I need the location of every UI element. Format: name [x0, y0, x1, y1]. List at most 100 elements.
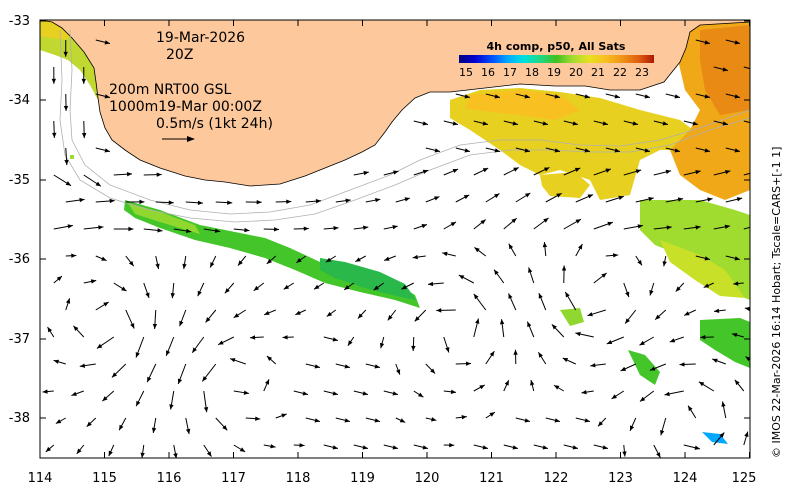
current-arrow-head: [375, 197, 381, 203]
current-arrow-head: [182, 263, 187, 269]
current-arrow-head: [765, 94, 770, 98]
current-arrow-head: [714, 308, 720, 313]
current-arrow-head: [684, 311, 690, 316]
current-arrow-head: [65, 181, 72, 186]
current-arrow-head: [256, 200, 262, 205]
current-arrow-head: [315, 198, 321, 204]
current-arrow-head: [625, 291, 630, 298]
current-arrow-head: [612, 253, 619, 258]
current-arrow-head: [442, 251, 448, 257]
current-arrow-head: [554, 385, 560, 390]
current-arrow-head: [543, 218, 549, 223]
current-arrow-head: [96, 343, 103, 349]
current-arrow-head: [644, 148, 650, 153]
current-arrow-head: [265, 379, 270, 385]
current-arrow-head: [635, 169, 642, 174]
current-arrow-head: [679, 362, 685, 367]
current-arrow-head: [745, 356, 750, 362]
current-arrow-head: [314, 418, 320, 423]
current-arrow-head: [721, 401, 726, 407]
current-arrow-head: [128, 260, 134, 267]
current-arrow-head: [362, 391, 368, 396]
current-arrow-head: [434, 196, 440, 201]
colorbar-tick: 22: [613, 66, 627, 79]
current-arrow-head: [637, 260, 642, 266]
current-arrow-head: [152, 323, 158, 330]
current-arrow-head: [64, 159, 69, 165]
current-arrow-head: [185, 228, 192, 234]
current-arrow-head: [707, 197, 713, 202]
current-arrow-head: [135, 352, 140, 358]
current-arrow-head: [266, 355, 273, 361]
current-arrow-head: [282, 335, 288, 340]
current-arrow-head: [421, 224, 427, 229]
current-arrow-head: [399, 418, 406, 423]
current-arrow-head: [333, 225, 339, 231]
current-arrow-head: [185, 428, 191, 435]
current-arrow-head: [145, 292, 150, 298]
current-arrow-head: [753, 67, 758, 71]
current-arrow-head: [422, 121, 428, 126]
current-arrow-head: [197, 290, 202, 297]
current-arrow-head: [224, 288, 230, 294]
current-arrow-head: [363, 170, 369, 176]
current-arrow-head: [744, 431, 749, 438]
current-arrow-head: [754, 224, 759, 228]
current-arrow-head: [347, 340, 353, 346]
lon-tick-label: 116: [157, 471, 182, 486]
current-arrow-head: [332, 337, 338, 342]
current-arrow-head: [355, 257, 361, 262]
current-arrow-head: [734, 379, 740, 386]
current-arrow-head: [722, 121, 728, 126]
current-arrow-head: [266, 258, 273, 264]
current-arrow-head: [524, 94, 530, 99]
current-arrow-head: [736, 197, 743, 202]
colorbar-tick: 20: [569, 66, 583, 79]
current-arrow-head: [90, 279, 97, 284]
current-arrow-head: [695, 169, 701, 175]
sst-colorbar: 4h comp, p50, All Sats 15 16 17 18 19 20…: [459, 40, 654, 79]
current-arrow: [756, 94, 770, 98]
current-arrow-head: [538, 293, 543, 299]
current-arrow-head: [464, 148, 470, 153]
current-arrow-head: [436, 308, 442, 313]
current-arrow-head: [669, 338, 676, 343]
current-arrow-head: [170, 293, 175, 299]
current-arrow-head: [572, 121, 578, 126]
lon-tick-label: 123: [608, 471, 633, 486]
current-arrow-head: [179, 320, 184, 327]
current-arrow-head: [648, 196, 654, 202]
current-arrow-head: [392, 391, 398, 396]
current-arrow-head: [111, 372, 118, 378]
current-arrow-head: [63, 105, 69, 111]
current-arrow-head: [556, 193, 562, 198]
current-arrow-head: [357, 313, 363, 319]
current-arrow-head: [675, 286, 681, 292]
current-arrow: [743, 172, 750, 176]
contour-1000m-label: 1000m19-Mar 00:00Z: [109, 99, 262, 115]
current-arrow-head: [542, 242, 548, 248]
current-arrow-head: [765, 40, 770, 44]
current-arrow-head: [688, 405, 693, 412]
current-arrow-head: [65, 298, 71, 304]
current-arrow-head: [575, 331, 581, 337]
contour-200m-label: 200m NRT00 GSL: [109, 82, 232, 98]
current-arrow-head: [674, 148, 680, 153]
current-arrow-head: [128, 226, 134, 232]
current-arrow-head: [197, 200, 203, 206]
current-arrow-head: [660, 430, 665, 436]
current-arrow-head: [664, 391, 670, 397]
current-arrow-head: [227, 200, 233, 205]
lon-tick-label: 121: [479, 471, 504, 486]
current-arrow-head: [56, 276, 62, 282]
current-arrow: [743, 226, 750, 230]
current-arrow-head: [71, 253, 77, 258]
current-arrow-head: [464, 94, 470, 99]
current-arrow-head: [695, 225, 701, 230]
current-arrow-head: [126, 171, 133, 177]
current-arrow-head: [674, 94, 680, 99]
current-arrow-head: [98, 225, 104, 230]
current-arrow-head: [393, 170, 399, 175]
current-arrow-head: [622, 451, 627, 457]
current-arrow-head: [511, 218, 517, 224]
